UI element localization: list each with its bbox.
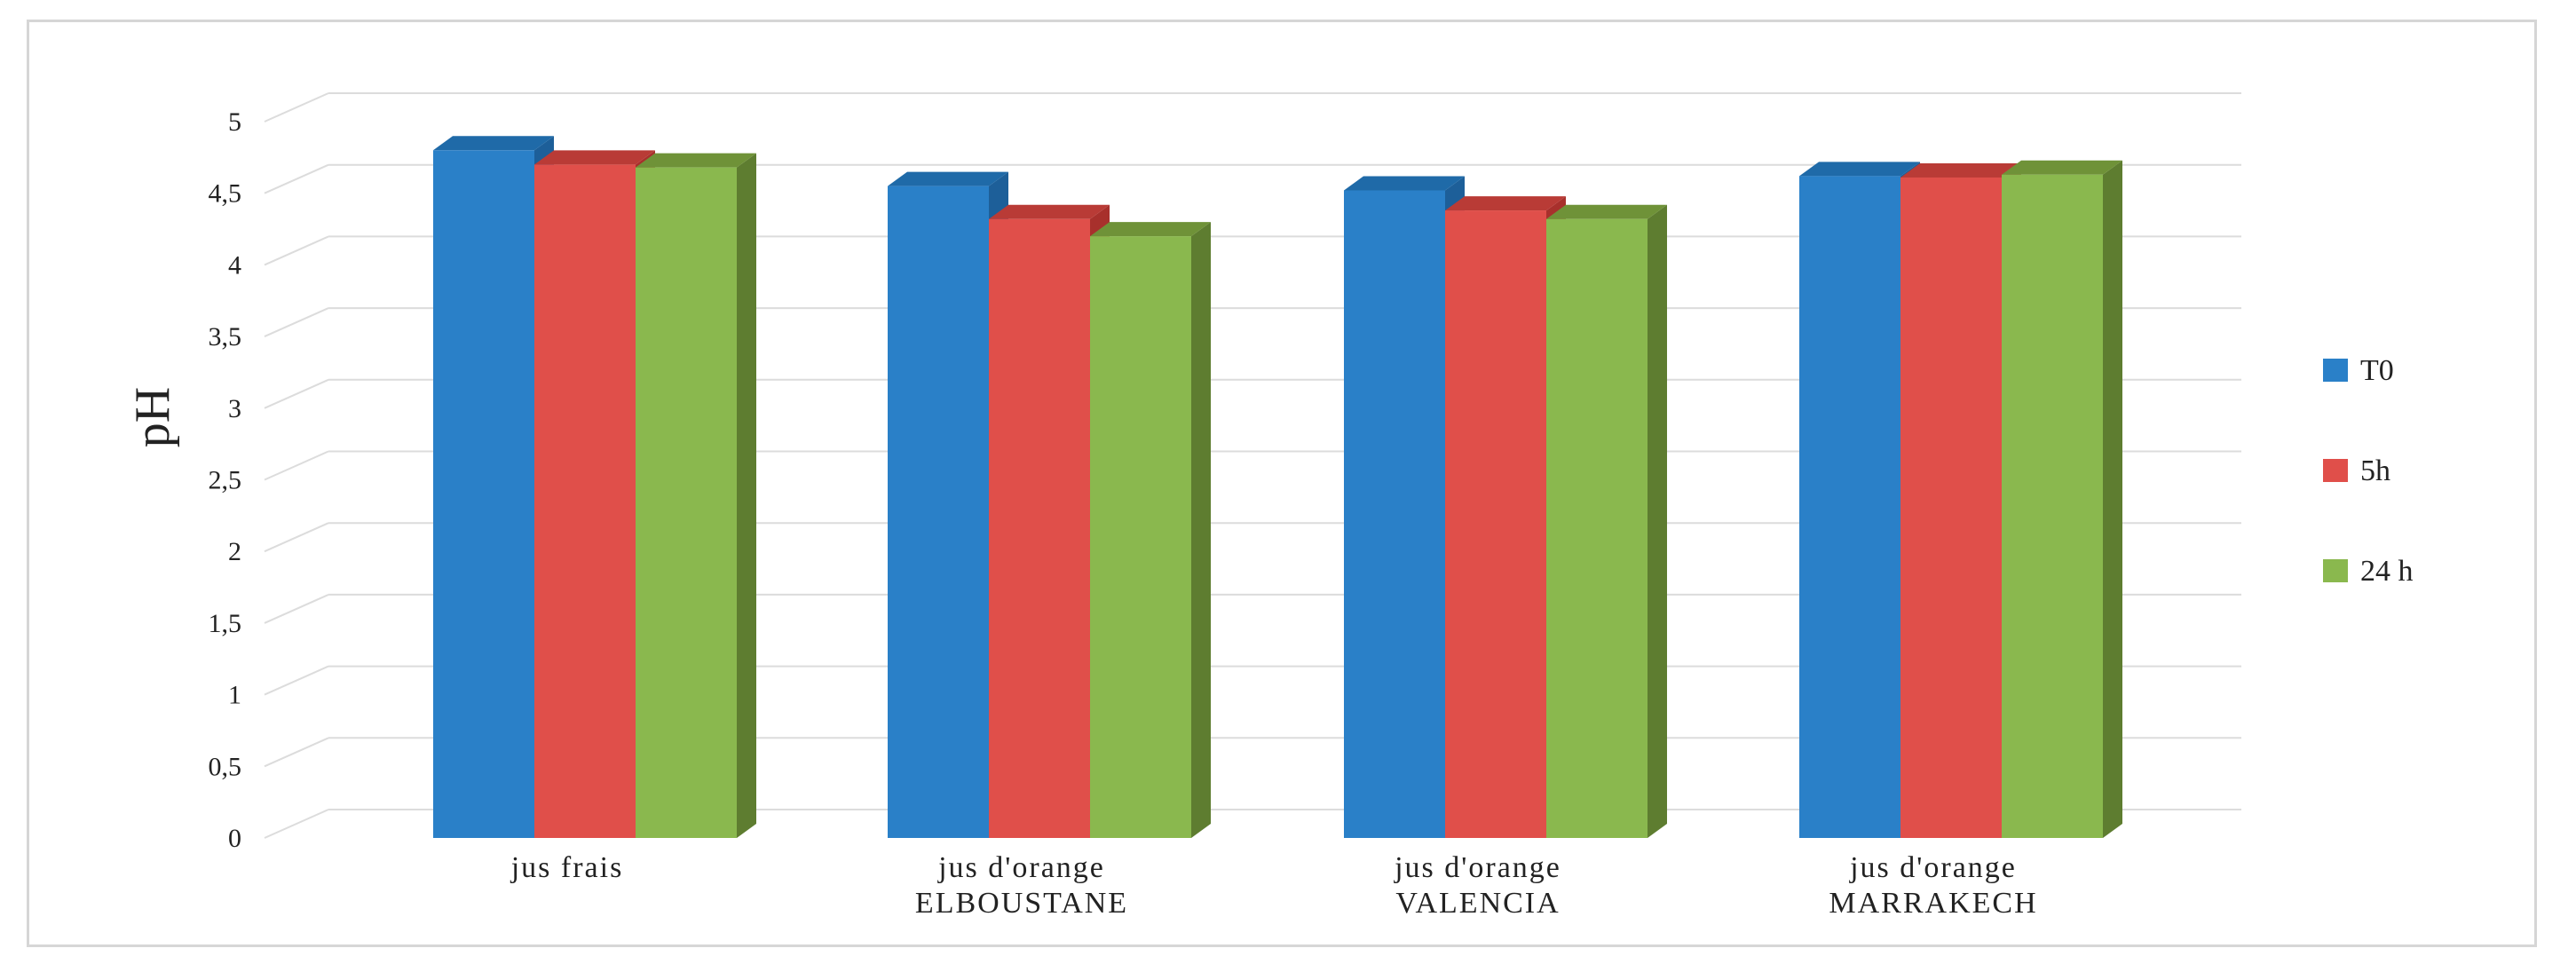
y-tick-label: 4 xyxy=(228,250,241,280)
legend: T0 5h 24 h xyxy=(2323,354,2414,588)
gridline-depth xyxy=(264,163,329,194)
y-tick-label: 2 xyxy=(228,537,241,566)
bar-24h-2 xyxy=(1546,204,1667,838)
legend-item: 5h xyxy=(2323,454,2390,487)
y-tick-label: 2,5 xyxy=(209,466,242,495)
bar-24h-3 xyxy=(2002,160,2122,838)
gridline-depth xyxy=(264,450,329,481)
gridline-depth xyxy=(264,92,329,122)
legend-item: 24 h xyxy=(2323,555,2414,588)
y-tick-label: 4,5 xyxy=(209,179,242,209)
category-label: VALENCIA xyxy=(1395,887,1560,920)
category-label: jus d'orange xyxy=(1849,851,2017,884)
category-label: jus frais xyxy=(510,851,624,884)
legend-swatch xyxy=(2323,359,2348,382)
y-axis-label: pH xyxy=(125,387,180,447)
y-axis-ticks: 0 0,5 1 1,5 2 2,5 3 3,5 4 4,5 5 xyxy=(209,107,242,853)
y-tick-label: 0,5 xyxy=(209,752,242,781)
y-tick-label: 1 xyxy=(228,681,241,710)
bars xyxy=(433,136,2122,839)
y-tick-label: 3 xyxy=(228,394,241,423)
y-tick-label: 3,5 xyxy=(209,322,242,352)
bar-24h-1 xyxy=(1090,222,1211,838)
gridline-depth xyxy=(264,809,329,839)
gridline-depth xyxy=(264,665,329,696)
legend-label: T0 xyxy=(2360,354,2394,387)
legend-label: 24 h xyxy=(2360,555,2414,588)
category-label: MARRAKECH xyxy=(1829,887,2037,920)
gridline-depth xyxy=(264,522,329,553)
gridline-depth xyxy=(264,378,329,409)
gridline-depth xyxy=(264,737,329,768)
y-tick-label: 5 xyxy=(228,107,241,137)
category-label: ELBOUSTANE xyxy=(915,887,1128,920)
y-tick-label: 0 xyxy=(228,824,241,853)
gridline-depth xyxy=(264,235,329,266)
bar-24h-0 xyxy=(636,153,756,838)
y-tick-label: 1,5 xyxy=(209,609,242,638)
gridline-depth xyxy=(264,307,329,338)
category-label: jus d'orange xyxy=(1394,851,1561,884)
legend-item: T0 xyxy=(2323,354,2394,387)
legend-label: 5h xyxy=(2360,454,2390,487)
legend-swatch xyxy=(2323,459,2348,482)
gridline-depth xyxy=(264,593,329,624)
legend-swatch xyxy=(2323,559,2348,582)
category-label: jus d'orange xyxy=(937,851,1105,884)
